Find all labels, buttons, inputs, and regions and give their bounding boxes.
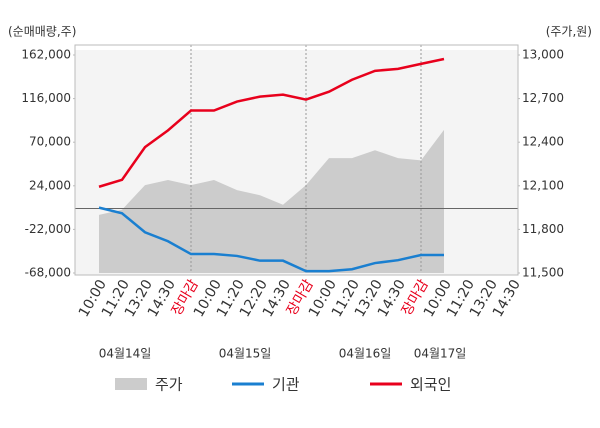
price-area (99, 129, 444, 273)
y-axis-label: (순매매량,주) (8, 25, 76, 39)
date-label: 04월14일 (99, 347, 152, 361)
legend-label: 주가 (155, 376, 183, 394)
y2-tick-label: 12,700 (522, 91, 564, 105)
legend-label: 외국인 (410, 376, 451, 394)
y2-tick-label: 11,800 (522, 222, 564, 236)
y2-tick-label: 12,400 (522, 135, 564, 149)
date-label: 04월17일 (414, 347, 467, 361)
y2-axis-label: (주가,원) (546, 25, 592, 39)
legend-label: 기관 (272, 376, 300, 394)
plot-border (74, 44, 519, 276)
date-label: 04월16일 (339, 347, 392, 361)
series-line (98, 206, 444, 273)
y2-tick-label: 11,500 (522, 266, 564, 280)
y-tick-label: -68,000 (25, 266, 71, 280)
y-tick-label: 116,000 (21, 91, 71, 105)
date-label: 04월15일 (219, 347, 272, 361)
y2-tick-label: 13,000 (522, 48, 564, 62)
y-tick-label: 24,000 (29, 178, 71, 192)
y-tick-label: 70,000 (29, 135, 71, 149)
series-line (98, 57, 445, 188)
y2-tick-label: 12,100 (522, 178, 564, 192)
legend-swatch (115, 378, 147, 390)
y-tick-label: -22,000 (25, 222, 71, 236)
y-tick-label: 162,000 (21, 48, 71, 62)
